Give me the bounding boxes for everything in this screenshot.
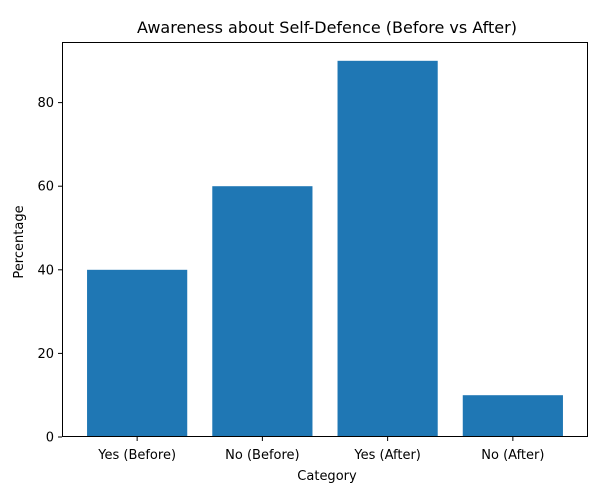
y-tick-label-3: 60 — [37, 180, 54, 195]
bars-group — [87, 60, 563, 438]
bar-3 — [462, 395, 563, 437]
x-tick-label-0: Yes (Before) — [97, 448, 176, 463]
y-axis-label: Percentage — [12, 205, 27, 278]
y-axis-ticks: 0 20 40 60 80 — [37, 96, 62, 446]
bar-1 — [212, 186, 313, 437]
y-tick-label-4: 80 — [37, 96, 54, 111]
x-axis-label: Category — [297, 469, 357, 483]
chart-title: Awareness about Self-Defence (Before vs … — [137, 18, 517, 37]
y-tick-label-0: 0 — [46, 431, 54, 446]
x-tick-label-3: No (After) — [481, 448, 544, 463]
x-axis-ticks: Yes (Before) No (Before) Yes (After) No (Af… — [97, 437, 544, 463]
bar-0 — [87, 269, 188, 437]
plot-frame — [62, 42, 588, 437]
y-tick-label-1: 20 — [37, 347, 54, 362]
x-tick-label-1: No (Before) — [225, 448, 299, 463]
bar-2 — [337, 60, 438, 438]
x-tick-label-2: Yes (After) — [353, 448, 420, 463]
y-tick-label-2: 40 — [37, 263, 54, 278]
